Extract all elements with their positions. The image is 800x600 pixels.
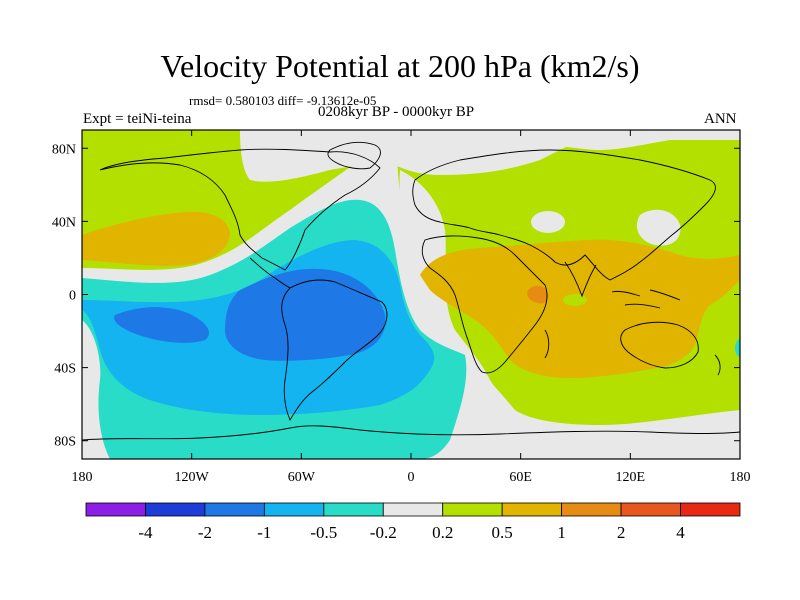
colorbar-swatch — [382, 502, 444, 517]
coastlines — [82, 141, 740, 441]
field-orange-region — [420, 239, 740, 378]
colorbar-swatch — [442, 502, 503, 517]
period-label: 0208kyr BP - 0000kyr BP — [318, 104, 475, 120]
coast-greenland — [327, 141, 381, 170]
coast-europe-asia — [412, 149, 716, 281]
coast-new-zealand — [714, 354, 721, 376]
colorbar-label: 2 — [617, 523, 626, 542]
y-tick-label: 40N — [52, 215, 76, 230]
y-tick-label: 80S — [54, 435, 76, 450]
coast-madagascar — [544, 329, 550, 359]
colorbar-swatch — [501, 502, 563, 517]
colorbar-label: 4 — [676, 523, 685, 542]
colorbar-label: -4 — [138, 523, 153, 542]
colorbar-swatch — [145, 502, 206, 517]
colorbar-swatch — [85, 502, 146, 517]
axis-ticks: 180 120W 60W 0 60E 120E 180 80N 40N 0 40S 80S — [52, 130, 751, 485]
field-arctic-grey — [240, 130, 600, 182]
coast-antarctica — [82, 425, 740, 441]
colorbar-swatch — [561, 502, 622, 517]
colorbar-label: -0.5 — [310, 523, 337, 542]
x-tick-label: 180 — [72, 470, 93, 485]
stats-text: rmsd= 0.580103 diff= -9.13612e-05 — [189, 93, 377, 108]
coast-central-america — [249, 257, 291, 289]
field-peak-east-africa — [527, 285, 549, 304]
field-dark-blue-core-atlantic — [225, 268, 386, 361]
colorbar-label: -1 — [257, 523, 271, 542]
coast-india — [564, 261, 597, 298]
coast-australia — [620, 321, 699, 369]
experiment-label: Expt = teiNi-teina — [83, 111, 192, 127]
map-field — [82, 130, 740, 459]
colorbar-swatch — [680, 502, 741, 517]
field-dark-blue-core-pacific — [114, 307, 209, 343]
colorbar-label: -0.2 — [370, 523, 397, 542]
field-central-asia-grey — [531, 211, 565, 233]
field-atlantic-grey — [399, 170, 515, 459]
colorbar-swatch — [204, 502, 265, 517]
field-orange-pacific — [82, 211, 230, 266]
x-tick-label: 60E — [509, 470, 532, 485]
field-edge-teal — [735, 338, 740, 358]
x-tick-label: 120E — [616, 470, 646, 485]
x-tick-label: 0 — [408, 470, 415, 485]
colorbar-label: 0.2 — [432, 523, 453, 542]
chart-title: Velocity Potential at 200 hPa (km2/s) — [160, 48, 640, 84]
x-tick-label: 60W — [288, 470, 316, 485]
colorbar-swatch — [620, 502, 681, 517]
colorbar-swatch — [263, 502, 325, 517]
field-green-island — [563, 294, 587, 306]
coast-north-america — [99, 148, 381, 271]
season-label: ANN — [704, 111, 737, 127]
y-tick-label: 0 — [69, 289, 76, 304]
coast-south-america — [281, 279, 388, 421]
colorbar-label: 0.5 — [492, 523, 513, 542]
colorbar: -4 -2 -1 -0.5 -0.2 0.2 0.5 1 2 4 — [85, 502, 741, 542]
coast-maritime-continent — [611, 289, 681, 309]
colorbar-label: -2 — [198, 523, 212, 542]
y-tick-label: 80N — [52, 142, 76, 157]
y-tick-label: 40S — [54, 362, 76, 377]
colorbar-label: 1 — [557, 523, 566, 542]
colorbar-swatch — [323, 502, 384, 517]
x-tick-label: 180 — [730, 470, 751, 485]
x-tick-label: 120W — [175, 470, 210, 485]
coast-africa — [421, 235, 548, 374]
